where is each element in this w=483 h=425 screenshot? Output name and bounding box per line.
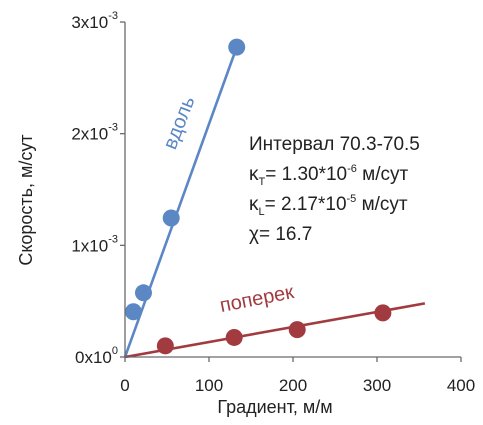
annotation-kl: κL= 2.17*10-5 м/сут [249,193,408,218]
y-tick-exponent: -3 [108,233,118,245]
annotation-chi-symbol: χ [249,224,259,245]
data-point-series-1 [156,337,174,355]
y-tick-mantissa: 2x10 [71,125,108,144]
annotation-title: Интервал 70.3-70.5 [249,134,420,155]
x-tick-label: 0 [120,376,129,395]
y-tick-label: 0x100 [75,345,118,367]
series-label-poperek: поперек [218,281,296,317]
annotation-kt-exponent: -6 [347,163,357,175]
y-tick-mantissa: 3x10 [71,13,108,32]
y-tick-exponent: -3 [108,122,118,134]
x-axis-title: Градиент, м/м [217,397,332,417]
x-tick-group: 0 100 200 300 400 [120,357,475,395]
annotation-chi: χ= 16.7 [249,224,312,245]
data-point-series-0 [228,38,246,56]
y-tick-label: 3x10-3 [71,10,118,32]
annotation-kl-unit: м/сут [356,194,408,215]
annotation-box: Интервал 70.3-70.5 κT= 1.30*10-6 м/сут κ… [249,134,420,245]
annotation-kt: κT= 1.30*10-6 м/сут [249,163,409,188]
fit-line-series-0 [123,46,238,358]
y-tick-label: 1x10-3 [71,233,118,255]
x-tick-label: 100 [195,376,223,395]
data-point-series-1 [288,321,306,339]
annotation-kt-value: = 1.30*10 [265,164,347,185]
data-point-series-0 [162,209,180,227]
annotation-kt-unit: м/сут [357,164,409,185]
annotation-chi-value: = 16.7 [259,224,312,245]
annotation-kl-subscript: L [259,206,265,218]
annotation-kl-value: = 2.17*10 [265,194,347,215]
annotation-kl-exponent: -5 [347,193,357,205]
data-point-series-0 [124,303,142,321]
y-tick-exponent: -3 [108,10,118,22]
annotation-kt-symbol: κ [249,164,259,185]
data-point-series-0 [134,284,152,302]
y-tick-mantissa: 0x10 [75,348,112,367]
series-label-vdol: вдоль [159,93,199,152]
annotation-kt-subscript: T [259,176,266,188]
y-axis-title: Скорость, м/сут [16,134,36,265]
annotation-kl-symbol: κ [249,194,259,215]
x-tick-label: 300 [363,376,391,395]
data-points [124,38,392,355]
y-tick-mantissa: 1x10 [71,236,108,255]
data-point-series-1 [225,328,243,346]
y-tick-exponent: 0 [112,345,118,357]
x-tick-label: 200 [279,376,307,395]
x-tick-label: 400 [447,376,475,395]
y-tick-label: 2x10-3 [71,122,118,144]
data-point-series-1 [374,304,392,322]
